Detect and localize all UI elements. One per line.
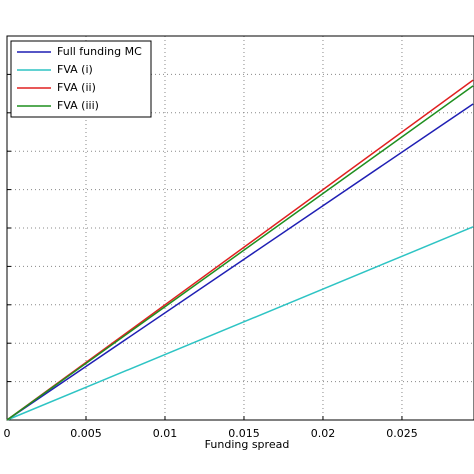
series-line <box>6 103 474 421</box>
legend-box <box>10 40 152 118</box>
legend-label: FVA (ii) <box>57 81 96 94</box>
x-tick-label: 0.025 <box>386 427 418 440</box>
legend-label: FVA (i) <box>57 63 93 76</box>
x-tick-label: 0.01 <box>153 427 178 440</box>
series-line <box>6 79 474 421</box>
x-tick-label: 0.02 <box>311 427 336 440</box>
x-axis-label: Funding spread <box>205 438 290 451</box>
x-tick-label: 0 <box>4 427 11 440</box>
x-tick-label: 0.005 <box>70 427 102 440</box>
series-line <box>6 85 474 421</box>
legend-label: FVA (iii) <box>57 99 99 112</box>
legend-label: Full funding MC <box>57 45 142 58</box>
plot-frame <box>6 35 474 421</box>
series-line <box>6 226 474 421</box>
x-tick-label: 0.015 <box>228 427 260 440</box>
